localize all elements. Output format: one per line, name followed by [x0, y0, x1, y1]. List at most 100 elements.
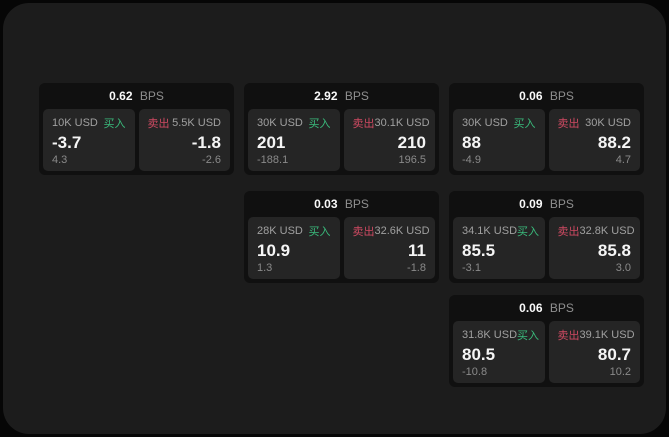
- sell-panel[interactable]: 卖出 39.1K USD 80.7 10.2: [548, 321, 640, 383]
- sell-panel[interactable]: 卖出 30.1K USD 210 196.5: [343, 109, 435, 171]
- buy-amount: 31.8K USD: [462, 329, 518, 341]
- buy-top-row: 31.8K USD 买入: [462, 327, 540, 343]
- sell-top-row: 卖出 32.6K USD: [352, 223, 430, 239]
- buy-panel[interactable]: 31.8K USD 买入 80.5 -10.8: [453, 321, 545, 383]
- quote-card: 0.09 BPS 34.1K USD 买入 85.5 -3.1 卖出 32.8K…: [449, 191, 644, 283]
- buy-amount: 28K USD: [257, 225, 303, 237]
- buy-top-row: 28K USD 买入: [257, 223, 331, 239]
- quote-card-body: 34.1K USD 买入 85.5 -3.1 卖出 32.8K USD 85.8…: [453, 217, 640, 279]
- quote-card: 2.92 BPS 30K USD 买入 201 -188.1 卖出 30.1K …: [244, 83, 439, 175]
- bps-header: 0.06 BPS: [453, 295, 640, 321]
- quote-card-body: 30K USD 买入 201 -188.1 卖出 30.1K USD 210 1…: [248, 109, 435, 171]
- buy-panel[interactable]: 10K USD 买入 -3.7 4.3: [43, 109, 135, 171]
- bps-unit-label: BPS: [344, 197, 369, 211]
- buy-side-label: 买入: [103, 118, 126, 130]
- buy-price: 201: [257, 132, 286, 152]
- sell-price: 88.2: [597, 132, 631, 152]
- buy-amount: 30K USD: [462, 117, 508, 129]
- sell-sub-value: -2.6: [202, 154, 221, 166]
- sell-amount: 30.1K USD: [374, 117, 430, 129]
- buy-panel[interactable]: 30K USD 买入 201 -188.1: [248, 109, 340, 171]
- sell-side-label: 卖出: [557, 118, 580, 130]
- buy-amount: 34.1K USD: [462, 225, 518, 237]
- bps-value: 0.06: [519, 89, 543, 103]
- bps-header: 0.06 BPS: [453, 83, 640, 109]
- sell-top-row: 卖出 30K USD: [558, 115, 632, 131]
- buy-sub-value: -10.8: [462, 366, 488, 378]
- buy-sub-value: 4.3: [52, 154, 68, 166]
- buy-top-row: 30K USD 买入: [462, 115, 536, 131]
- buy-amount: 30K USD: [257, 117, 303, 129]
- buy-sub-value: -188.1: [257, 154, 289, 166]
- sell-price: 80.7: [597, 344, 631, 364]
- quote-card-body: 30K USD 买入 88 -4.9 卖出 30K USD 88.2 4.7: [453, 109, 640, 171]
- sell-amount: 30K USD: [585, 117, 631, 129]
- sell-amount: 39.1K USD: [579, 329, 635, 341]
- quote-card-body: 28K USD 买入 10.9 1.3 卖出 32.6K USD 11 -1.8: [248, 217, 435, 279]
- buy-panel[interactable]: 28K USD 买入 10.9 1.3: [248, 217, 340, 279]
- sell-side-label: 卖出: [557, 330, 580, 342]
- sell-amount: 32.8K USD: [579, 225, 635, 237]
- sell-price: -1.8: [191, 132, 221, 152]
- bps-unit-label: BPS: [549, 197, 574, 211]
- sell-sub-value: 196.5: [398, 154, 426, 166]
- bps-header: 0.03 BPS: [248, 191, 435, 217]
- sell-top-row: 卖出 30.1K USD: [352, 115, 430, 131]
- bps-value: 0.62: [109, 89, 133, 103]
- bps-value: 0.03: [314, 197, 338, 211]
- quote-card: 0.06 BPS 31.8K USD 买入 80.5 -10.8 卖出 39.1…: [449, 295, 644, 387]
- buy-sub-value: 1.3: [257, 262, 273, 274]
- buy-top-row: 30K USD 买入: [257, 115, 331, 131]
- sell-price: 210: [397, 132, 426, 152]
- buy-side-label: 买入: [308, 226, 331, 238]
- bps-unit-label: BPS: [549, 89, 574, 103]
- sell-side-label: 卖出: [352, 118, 375, 130]
- quote-card: 0.06 BPS 30K USD 买入 88 -4.9 卖出 30K USD: [449, 83, 644, 175]
- buy-side-label: 买入: [517, 226, 540, 238]
- bps-unit-label: BPS: [549, 301, 574, 315]
- bps-header: 0.09 BPS: [453, 191, 640, 217]
- buy-price: 10.9: [257, 240, 291, 260]
- sell-top-row: 卖出 39.1K USD: [557, 327, 635, 343]
- buy-price: -3.7: [52, 132, 82, 152]
- buy-side-label: 买入: [517, 330, 540, 342]
- buy-top-row: 34.1K USD 买入: [462, 223, 540, 239]
- buy-price: 88: [462, 132, 481, 152]
- buy-sub-value: -4.9: [462, 154, 481, 166]
- sell-top-row: 卖出 5.5K USD: [148, 115, 222, 131]
- bps-header: 0.62 BPS: [43, 83, 230, 109]
- main-panel: 0.62 BPS 10K USD 买入 -3.7 4.3 卖出 5.5K USD: [3, 3, 666, 434]
- sell-top-row: 卖出 32.8K USD: [557, 223, 635, 239]
- sell-price: 85.8: [597, 240, 631, 260]
- sell-side-label: 卖出: [557, 226, 580, 238]
- bps-value: 2.92: [314, 89, 338, 103]
- sell-side-label: 卖出: [352, 226, 375, 238]
- bps-unit-label: BPS: [139, 89, 164, 103]
- buy-side-label: 买入: [513, 118, 536, 130]
- sell-panel[interactable]: 卖出 30K USD 88.2 4.7: [548, 109, 640, 171]
- quote-card-body: 31.8K USD 买入 80.5 -10.8 卖出 39.1K USD 80.…: [453, 321, 640, 383]
- buy-sub-value: -3.1: [462, 262, 481, 274]
- sell-amount: 5.5K USD: [172, 117, 221, 129]
- buy-price: 80.5: [462, 344, 496, 364]
- sell-sub-value: 4.7: [615, 154, 631, 166]
- buy-price: 85.5: [462, 240, 496, 260]
- sell-sub-value: -1.8: [407, 262, 426, 274]
- sell-amount: 32.6K USD: [374, 225, 430, 237]
- quote-card-body: 10K USD 买入 -3.7 4.3 卖出 5.5K USD -1.8 -2.…: [43, 109, 230, 171]
- buy-panel[interactable]: 30K USD 买入 88 -4.9: [453, 109, 545, 171]
- buy-amount: 10K USD: [52, 117, 98, 129]
- bps-value: 0.09: [519, 197, 543, 211]
- buy-panel[interactable]: 34.1K USD 买入 85.5 -3.1: [453, 217, 545, 279]
- sell-panel[interactable]: 卖出 32.8K USD 85.8 3.0: [548, 217, 640, 279]
- quote-card: 0.03 BPS 28K USD 买入 10.9 1.3 卖出 32.6K US…: [244, 191, 439, 283]
- sell-panel[interactable]: 卖出 5.5K USD -1.8 -2.6: [138, 109, 230, 171]
- sell-panel[interactable]: 卖出 32.6K USD 11 -1.8: [343, 217, 435, 279]
- bps-header: 2.92 BPS: [248, 83, 435, 109]
- bps-value: 0.06: [519, 301, 543, 315]
- bps-unit-label: BPS: [344, 89, 369, 103]
- quote-card: 0.62 BPS 10K USD 买入 -3.7 4.3 卖出 5.5K USD: [39, 83, 234, 175]
- buy-side-label: 买入: [308, 118, 331, 130]
- sell-sub-value: 10.2: [609, 366, 631, 378]
